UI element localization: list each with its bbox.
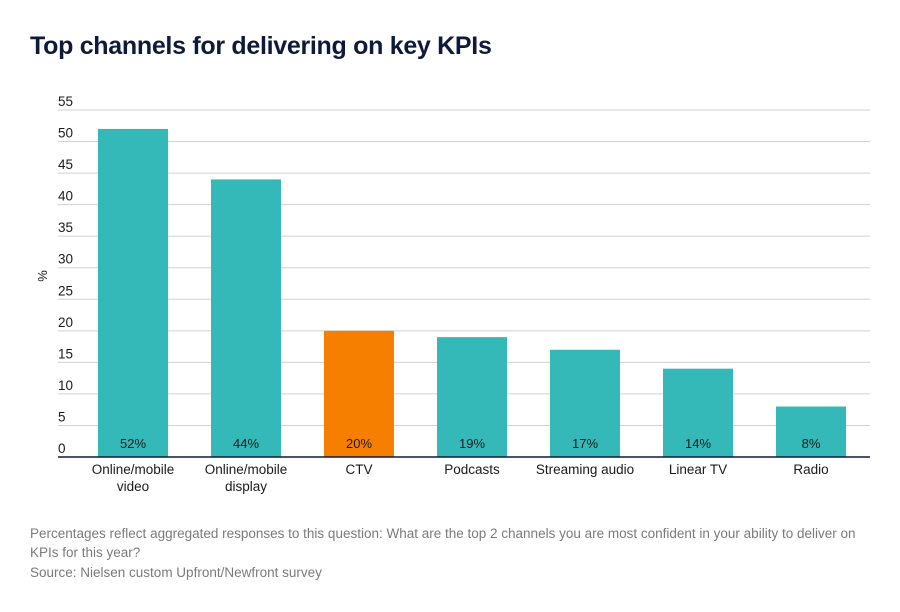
bar <box>550 349 620 457</box>
y-tick-label: 5 <box>58 409 66 424</box>
category-labels: Online/mobile video Online/mobile display CT… <box>92 462 829 494</box>
data-labels: 52% 44% 20% 19% 17% 14% 8% <box>120 436 821 451</box>
y-tick-label: 25 <box>58 283 73 298</box>
category-label: Streaming audio <box>536 462 634 477</box>
bar-value-label: 52% <box>120 436 146 451</box>
y-axis-ticks: 0 5 10 15 20 25 30 35 40 45 50 55 <box>58 94 73 456</box>
category-label: Podcasts <box>444 462 500 477</box>
y-tick-label: 0 <box>58 441 66 456</box>
bar <box>663 368 733 457</box>
footnote: Percentages reflect aggregated responses… <box>30 526 856 560</box>
y-tick-label: 15 <box>58 346 73 361</box>
bar-chart: 0 5 10 15 20 25 30 35 40 45 50 55 % 52% 44% 20% 19% 17%… <box>35 94 870 494</box>
category-label: Online/mobile <box>205 462 288 477</box>
bar <box>98 128 168 457</box>
y-tick-label: 40 <box>58 189 73 204</box>
bar <box>324 330 394 457</box>
y-tick-label: 50 <box>58 126 73 141</box>
source-note: Source: Nielsen custom Upfront/Newfront … <box>30 565 322 580</box>
bar <box>776 406 846 457</box>
y-tick-label: 30 <box>58 252 73 267</box>
category-label: Linear TV <box>669 462 727 477</box>
chart-title: Top channels for delivering on key KPIs <box>30 32 492 60</box>
bar-value-label: 19% <box>459 436 485 451</box>
bar-value-label: 14% <box>685 436 711 451</box>
y-tick-label: 20 <box>58 315 73 330</box>
category-label: Online/mobile <box>92 462 175 477</box>
category-label: CTV <box>346 462 373 477</box>
y-tick-label: 10 <box>58 378 73 393</box>
category-label: display <box>225 479 267 494</box>
bars <box>98 128 846 457</box>
bar <box>211 179 281 457</box>
category-label: video <box>117 479 149 494</box>
y-tick-label: 55 <box>58 94 73 109</box>
y-tick-label: 35 <box>58 220 73 235</box>
bar-value-label: 17% <box>572 436 598 451</box>
bar-value-label: 20% <box>346 436 372 451</box>
bar-value-label: 8% <box>802 436 821 451</box>
y-tick-label: 45 <box>58 157 73 172</box>
bar <box>437 337 507 457</box>
category-label: Radio <box>793 462 828 477</box>
bar-value-label: 44% <box>233 436 259 451</box>
y-axis-label: % <box>35 270 50 282</box>
